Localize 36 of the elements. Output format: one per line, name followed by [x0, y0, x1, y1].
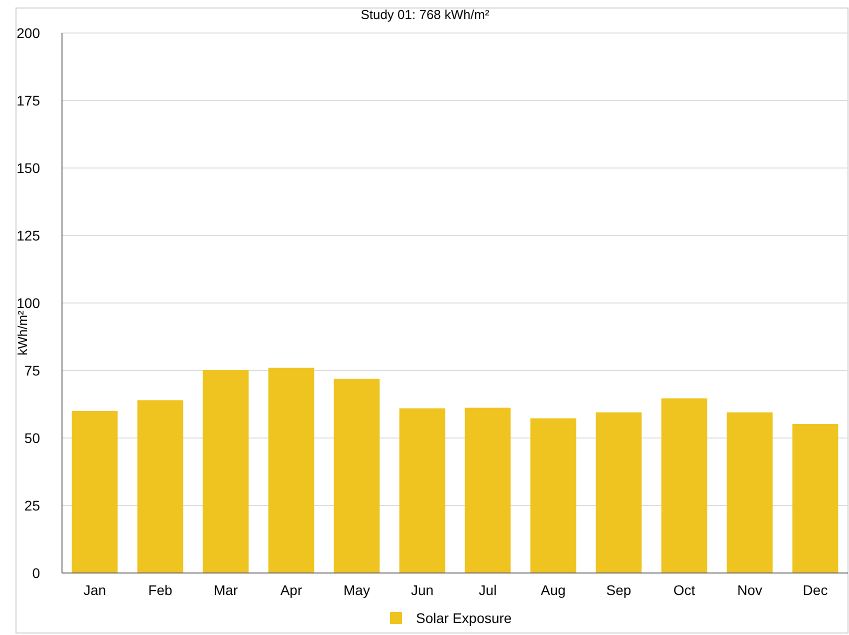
y-tick-label: 25 — [24, 497, 40, 514]
bar — [72, 411, 118, 573]
bar — [661, 398, 708, 573]
legend-label: Solar Exposure — [416, 610, 512, 626]
bar — [596, 412, 642, 573]
x-tick-label: Oct — [673, 582, 696, 598]
y-tick-label: 100 — [16, 294, 40, 311]
x-tick-label: Dec — [802, 582, 828, 598]
chart-title: Study 01: 768 kWh/m² — [360, 7, 490, 22]
x-tick-label: Jan — [83, 582, 106, 598]
x-tick-label: Jul — [478, 582, 497, 598]
bar — [399, 408, 446, 573]
x-tick-label: Jun — [410, 582, 434, 598]
y-tick-label: 125 — [16, 227, 40, 244]
x-tick-label: Mar — [214, 582, 238, 598]
bar — [530, 418, 576, 573]
y-tick-label: 200 — [16, 24, 40, 41]
y-tick-label: 50 — [24, 430, 40, 446]
bar — [268, 368, 314, 573]
x-tick-label: Feb — [148, 582, 173, 598]
y-axis-title: kWh/m² — [15, 310, 30, 356]
bar — [137, 400, 184, 573]
y-tick-label: 0 — [32, 564, 40, 581]
y-tick-label: 150 — [16, 160, 40, 176]
y-tick-label: 75 — [24, 362, 40, 378]
x-tick-label: Nov — [737, 582, 762, 598]
bar — [464, 408, 511, 573]
bar — [202, 370, 249, 573]
x-tick-label: May — [344, 582, 370, 598]
bar — [792, 424, 838, 573]
bar — [334, 378, 380, 573]
y-tick-label: 175 — [16, 92, 40, 108]
x-tick-label: Sep — [606, 582, 632, 598]
x-tick-label: Apr — [280, 582, 302, 598]
x-tick-label: Aug — [540, 582, 566, 598]
bar — [726, 412, 773, 573]
